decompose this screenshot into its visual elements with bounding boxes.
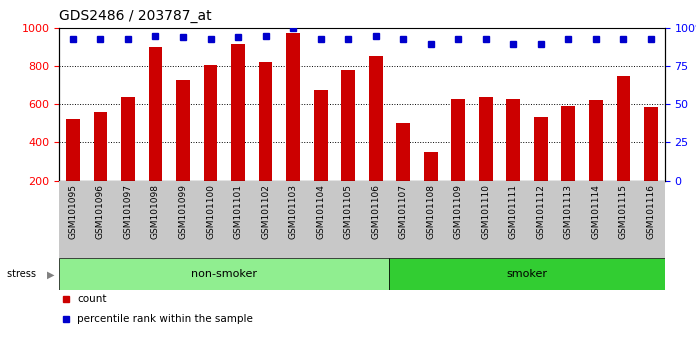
- Text: GSM101101: GSM101101: [234, 184, 243, 239]
- Bar: [424, 152, 438, 181]
- Text: GSM101105: GSM101105: [344, 184, 353, 239]
- Text: GSM101095: GSM101095: [68, 184, 77, 239]
- Text: non-smoker: non-smoker: [191, 269, 258, 279]
- Text: GSM101106: GSM101106: [371, 184, 380, 239]
- Text: GDS2486 / 203787_at: GDS2486 / 203787_at: [59, 9, 212, 23]
- Text: GSM101111: GSM101111: [509, 184, 518, 239]
- Text: GSM101102: GSM101102: [261, 184, 270, 239]
- Text: GSM101098: GSM101098: [151, 184, 160, 239]
- Text: GSM101100: GSM101100: [206, 184, 215, 239]
- Bar: [286, 33, 300, 181]
- Bar: [589, 100, 603, 181]
- Bar: [66, 119, 80, 181]
- Text: GSM101110: GSM101110: [481, 184, 490, 239]
- Bar: [452, 99, 465, 181]
- Text: count: count: [77, 294, 106, 304]
- Bar: [59, 258, 390, 290]
- Bar: [93, 112, 107, 181]
- Bar: [369, 56, 383, 181]
- Text: GSM101104: GSM101104: [316, 184, 325, 239]
- Bar: [121, 97, 135, 181]
- Bar: [341, 70, 355, 181]
- Text: percentile rank within the sample: percentile rank within the sample: [77, 314, 253, 324]
- Bar: [534, 117, 548, 181]
- Text: GSM101113: GSM101113: [564, 184, 573, 239]
- Bar: [396, 122, 410, 181]
- Bar: [204, 65, 217, 181]
- Text: GSM101099: GSM101099: [178, 184, 187, 239]
- Text: ▶: ▶: [47, 269, 54, 279]
- Bar: [176, 80, 190, 181]
- Text: GSM101116: GSM101116: [647, 184, 656, 239]
- Text: GSM101107: GSM101107: [399, 184, 408, 239]
- Bar: [259, 62, 272, 181]
- Text: GSM101109: GSM101109: [454, 184, 463, 239]
- Bar: [231, 45, 245, 181]
- Bar: [507, 99, 520, 181]
- Text: GSM101097: GSM101097: [123, 184, 132, 239]
- Text: GSM101096: GSM101096: [96, 184, 105, 239]
- Bar: [644, 107, 658, 181]
- Text: GSM101115: GSM101115: [619, 184, 628, 239]
- Text: stress: stress: [7, 269, 39, 279]
- Text: GSM101108: GSM101108: [426, 184, 435, 239]
- Bar: [562, 106, 575, 181]
- Bar: [149, 47, 162, 181]
- Bar: [617, 76, 631, 181]
- Text: GSM101114: GSM101114: [592, 184, 601, 239]
- Text: GSM101112: GSM101112: [537, 184, 546, 239]
- Text: smoker: smoker: [507, 269, 548, 279]
- Bar: [479, 97, 493, 181]
- Text: GSM101103: GSM101103: [289, 184, 298, 239]
- Bar: [314, 90, 328, 181]
- Bar: [390, 258, 665, 290]
